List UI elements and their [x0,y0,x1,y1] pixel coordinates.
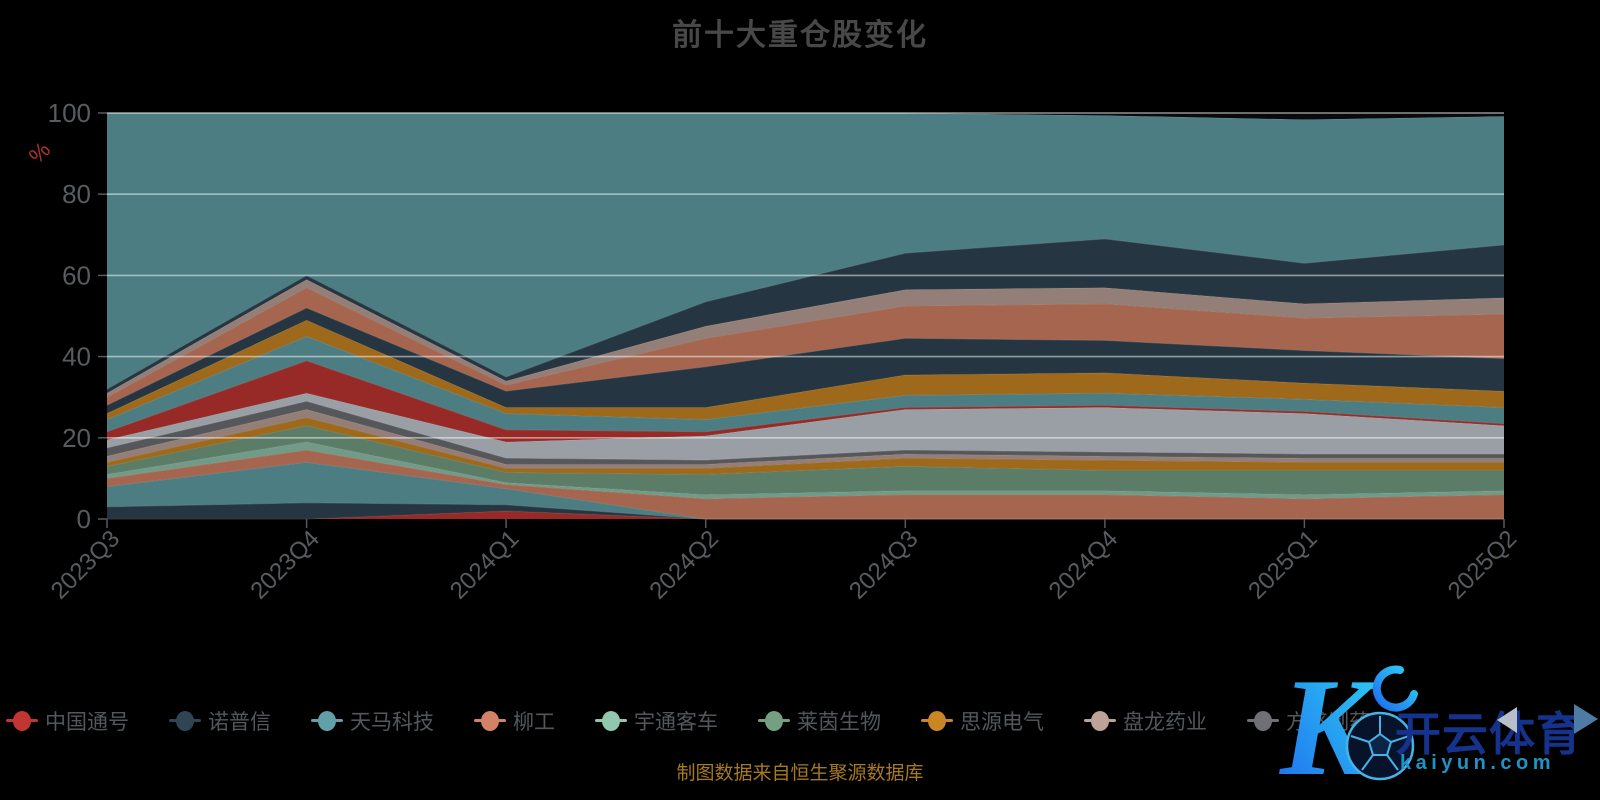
area-band-12 [107,320,1504,420]
area-band-13 [107,307,1504,414]
legend-marker-icon [6,710,38,732]
x-tick-label-6: 2025Q1 [1243,525,1322,604]
legend-marker-icon [311,710,343,732]
legend-item-6[interactable]: 思源电气 [921,706,1044,736]
x-tick-label-3: 2024Q2 [644,525,723,604]
legend-marker-icon [169,710,201,732]
area-band-7 [107,409,1504,469]
legend-item-label: 莱茵生物 [797,711,881,734]
legend-item-label: 中国通号 [45,711,129,734]
legend-marker-icon [1084,710,1116,732]
legend-item-8[interactable]: 方盛制药 [1247,706,1370,736]
y-tick-label-20: 20 [62,423,91,453]
area-band-18 [107,113,1504,120]
legend-prev-icon[interactable] [1497,707,1517,733]
area-band-16 [107,238,1504,394]
page-title: 前十大重仓股变化 [672,19,928,52]
area-band-8 [107,401,1504,465]
area-band-9 [107,393,1504,461]
legend-marker-icon [474,710,506,732]
legend-item-3[interactable]: 柳工 [474,706,555,736]
area-band-17 [107,113,1504,390]
legend-item-label: 天马科技 [350,711,434,734]
area-band-14 [107,287,1504,406]
legend-item-label: 柳工 [513,711,555,734]
legend-item-label: 方盛制药 [1286,711,1370,734]
area-band-2 [107,462,1504,519]
legend-item-1[interactable]: 诺普信 [169,706,271,736]
area-band-10 [107,360,1504,442]
area-band-0 [107,510,1504,519]
legend-marker-icon [921,710,953,732]
area-band-1 [107,502,1504,519]
y-tick-label-80: 80 [62,179,91,209]
area-band-5 [107,425,1504,495]
x-tick-label-5: 2024Q4 [1044,525,1123,604]
x-tick-label-1: 2023Q4 [245,525,324,604]
y-tick-label-60: 60 [62,260,91,290]
legend-item-label: 思源电气 [960,711,1044,734]
legend-item-label: 宇通客车 [634,711,718,734]
legend-item-5[interactable]: 莱茵生物 [758,706,881,736]
legend-item-7[interactable]: 盘龙药业 [1084,706,1207,736]
legend-item-4[interactable]: 宇通客车 [595,706,718,736]
legend-item-0[interactable]: 中国通号 [6,706,129,736]
legend-next-icon[interactable] [1574,704,1598,734]
x-tick-label-4: 2024Q3 [844,525,923,604]
y-tick-label-0: 0 [77,504,91,534]
y-tick-label-40: 40 [62,342,91,372]
y-tick-label-100: 100 [48,98,91,128]
legend-marker-icon [1247,710,1279,732]
legend-marker-icon [595,710,627,732]
area-band-3 [107,450,1504,519]
legend-item-label: 盘龙药业 [1123,711,1207,734]
x-tick-label-2: 2024Q1 [445,525,524,604]
x-tick-label-0: 2023Q3 [46,525,125,604]
x-tick-label-7: 2025Q2 [1443,525,1522,604]
legend: 中国通号 诺普信 天马科技 柳工 宇通客车 莱茵生物 思源电气 盘龙药业 方盛制药 [6,700,1476,742]
data-source-caption: 制图数据来自恒生聚源数据库 [676,763,924,784]
area-band-6 [107,417,1504,475]
legend-marker-icon [758,710,790,732]
area-band-11 [107,336,1504,432]
legend-item-label: 诺普信 [208,711,271,734]
legend-item-2[interactable]: 天马科技 [311,706,434,736]
